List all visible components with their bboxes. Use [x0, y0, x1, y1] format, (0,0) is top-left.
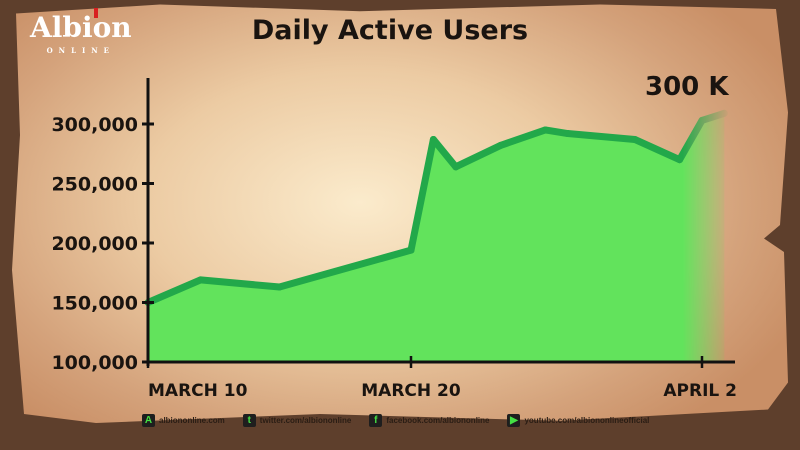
data-point — [276, 283, 283, 291]
logo-text: Albion — [30, 11, 132, 44]
data-point — [429, 135, 437, 143]
area-fill — [148, 113, 725, 362]
data-point — [541, 126, 549, 134]
facebook-icon: f — [369, 414, 383, 427]
data-point — [698, 116, 706, 124]
y-tick-label: 300,000 — [51, 114, 138, 136]
youtube-icon: ▶ — [507, 414, 521, 427]
footer-link-text: youtube.com/albiononlineofficial — [524, 416, 650, 425]
footer-link[interactable]: t twitter.com/albiononline — [242, 414, 352, 427]
albion-icon: A — [142, 414, 155, 427]
data-point — [407, 246, 415, 254]
data-point — [676, 156, 684, 164]
x-tick-label: MARCH 20 — [361, 381, 461, 401]
chart-annotation: 300 K — [645, 72, 729, 102]
footer-link-text: albiononline.com — [159, 416, 225, 425]
logo-subtext: ONLINE — [46, 46, 116, 55]
footer-link[interactable]: ▶ youtube.com/albiononlineofficial — [507, 414, 649, 427]
twitter-icon: t — [242, 414, 256, 427]
footer-link-text: facebook.com/albiononline — [386, 416, 490, 425]
footer-link-text: twitter.com/albiononline — [259, 416, 352, 425]
data-point — [631, 135, 639, 143]
data-point — [197, 276, 205, 284]
x-tick-label: MARCH 10 — [148, 381, 248, 401]
albion-logo: Albion ONLINE — [30, 8, 132, 55]
y-tick-label: 200,000 — [51, 233, 138, 255]
y-tick-label: 250,000 — [51, 174, 138, 196]
x-tick-label: APRIL 2 — [663, 381, 737, 401]
sword-icon — [94, 8, 98, 18]
data-point — [452, 163, 460, 171]
footer-link[interactable]: f facebook.com/albiononline — [369, 414, 489, 427]
data-point — [720, 109, 728, 117]
y-tick-label: 100,000 — [51, 352, 138, 374]
data-point — [497, 141, 505, 149]
chart-title: Daily Active Users — [251, 15, 529, 46]
data-point — [564, 130, 572, 138]
y-tick-label: 150,000 — [51, 293, 138, 315]
